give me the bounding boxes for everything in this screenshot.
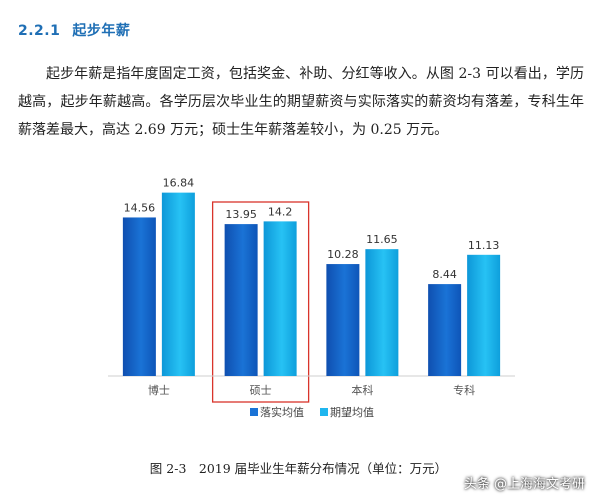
bar-expected-0 <box>161 192 195 376</box>
legend-label-0: 落实均值 <box>260 405 304 419</box>
legend-swatch-1 <box>320 408 328 416</box>
section-heading: 2.2.1 起步年薪 <box>18 20 130 40</box>
figure-caption: 图 2-3 2019 届毕业生年薪分布情况（单位：万元） <box>149 461 448 476</box>
data-label-0-1: 13.95 <box>225 208 257 221</box>
bar-expected-2 <box>365 249 399 376</box>
bar-expected-1 <box>263 221 297 376</box>
data-label-0-2: 10.28 <box>327 248 359 261</box>
data-label-0-0: 14.56 <box>124 201 156 214</box>
paragraph-text: 起步年薪是指年度固定工资，包括奖金、补助、分红等收入。从图 2-3 可以看出，学… <box>18 66 584 138</box>
data-label-1-3: 11.13 <box>468 239 500 252</box>
x-tick-label-1: 硕士 <box>250 384 272 397</box>
data-label-1-0: 16.84 <box>163 177 195 190</box>
section-title: 起步年薪 <box>72 23 131 39</box>
watermark: 头条 @上海海文考研 <box>463 477 585 492</box>
data-label-0-3: 8.44 <box>432 268 457 281</box>
data-label-1-1: 14.2 <box>268 205 293 218</box>
bar-actual-3 <box>428 284 462 376</box>
body-paragraph: 起步年薪是指年度固定工资，包括奖金、补助、分红等收入。从图 2-3 可以看出，学… <box>18 60 584 144</box>
x-tick-label-2: 本科 <box>351 383 373 397</box>
highlight-box <box>211 201 310 403</box>
section-number: 2.2.1 <box>18 23 61 39</box>
x-tick-label-3: 专科 <box>453 383 475 397</box>
bar-expected-3 <box>467 254 501 376</box>
x-tick-label-0: 博士 <box>148 384 170 397</box>
bar-actual-2 <box>326 264 360 376</box>
bar-actual-0 <box>122 217 156 376</box>
bar-actual-1 <box>224 224 258 376</box>
legend-swatch-0 <box>250 408 258 416</box>
legend-label-1: 期望均值 <box>330 406 374 419</box>
data-label-1-2: 11.65 <box>366 233 398 246</box>
